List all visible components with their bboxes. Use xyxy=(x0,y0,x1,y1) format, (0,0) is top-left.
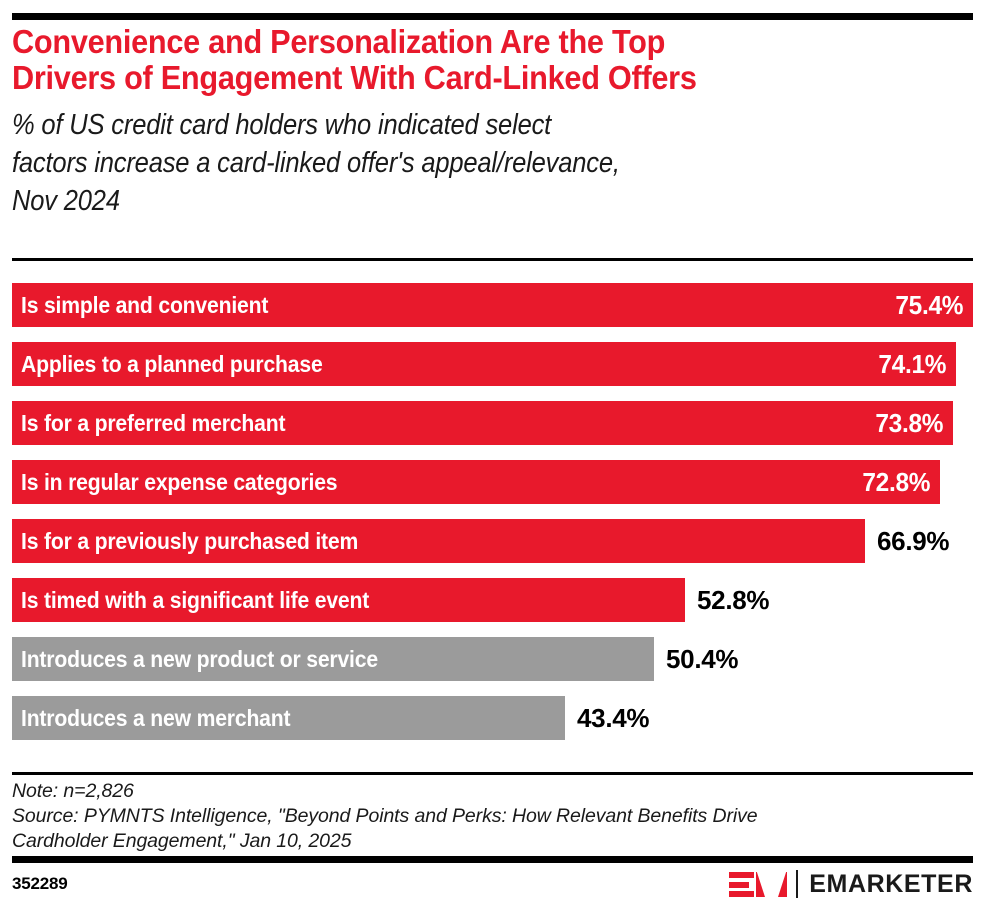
bar-row: Is timed with a significant life event 52… xyxy=(12,578,973,622)
emarketer-logo: EMARKETER xyxy=(729,869,973,899)
bar-value: 52.8% xyxy=(697,585,770,615)
chart-footnotes: Note: n=2,826 Source: PYMNTS Intelligenc… xyxy=(12,779,952,854)
bar-rect: Is for a previously purchased item xyxy=(12,519,865,563)
bar-row: Is simple and convenient 75.4% xyxy=(12,283,973,327)
bar-row: Applies to a planned purchase 74.1% xyxy=(12,342,973,386)
chart-title: Convenience and Personalization Are the … xyxy=(12,23,697,96)
bar-value: 73.8% xyxy=(875,408,943,438)
logo-e-mark xyxy=(729,872,755,897)
top-divider-rule xyxy=(12,13,973,20)
bar-row: Is for a previously purchased item 66.9% xyxy=(12,519,973,563)
bar-rect: Introduces a new product or service xyxy=(12,637,654,681)
bar-value: 66.9% xyxy=(877,526,950,556)
bottom-divider-rule xyxy=(12,856,973,863)
bar-chart-plot-area: Is simple and convenient 75.4% Applies to … xyxy=(12,283,973,755)
chart-header: Convenience and Personalization Are the … xyxy=(12,24,973,220)
logo-divider xyxy=(796,870,799,898)
bar-label: Introduces a new merchant xyxy=(21,704,291,731)
bar-rect: Applies to a planned purchase 74.1% xyxy=(12,342,956,386)
brand-name: EMARKETER xyxy=(809,869,973,898)
bar-rect: Is timed with a significant life event xyxy=(12,578,685,622)
bar-label: Introduces a new product or service xyxy=(21,645,378,672)
bar-label: Is for a previously purchased item xyxy=(21,527,359,554)
bar-rect: Is in regular expense categories 72.8% xyxy=(12,460,940,504)
bar-rect: Is for a preferred merchant 73.8% xyxy=(12,401,953,445)
note-text: Note: n=2,826 xyxy=(12,780,134,802)
logo-m-mark xyxy=(756,872,787,897)
bar-row: Introduces a new merchant 43.4% xyxy=(12,696,973,740)
header-divider-rule xyxy=(12,258,973,261)
footer-divider-rule xyxy=(12,772,973,775)
bar-row: Is for a preferred merchant 73.8% xyxy=(12,401,973,445)
bar-label: Is in regular expense categories xyxy=(21,468,338,495)
bar-label: Applies to a planned purchase xyxy=(21,350,323,377)
bar-value: 50.4% xyxy=(666,644,739,674)
bar-value: 75.4% xyxy=(895,290,963,320)
bar-label: Is for a preferred merchant xyxy=(21,409,286,436)
em-monogram-icon xyxy=(729,871,787,897)
bar-row: Is in regular expense categories 72.8% xyxy=(12,460,973,504)
bar-rect: Introduces a new merchant xyxy=(12,696,565,740)
chart-subtitle: % of US credit card holders who indicate… xyxy=(12,109,620,217)
source-text: Source: PYMNTS Intelligence, "Beyond Poi… xyxy=(12,805,758,852)
bar-rect: Is simple and convenient 75.4% xyxy=(12,283,973,327)
bar-label: Is timed with a significant life event xyxy=(21,586,370,613)
bar-label: Is simple and convenient xyxy=(21,291,269,318)
bar-value: 72.8% xyxy=(862,467,930,497)
chart-id: 352289 xyxy=(12,874,68,893)
bar-row: Introduces a new product or service 50.4% xyxy=(12,637,973,681)
bar-value: 74.1% xyxy=(878,349,946,379)
bar-value: 43.4% xyxy=(577,703,650,733)
